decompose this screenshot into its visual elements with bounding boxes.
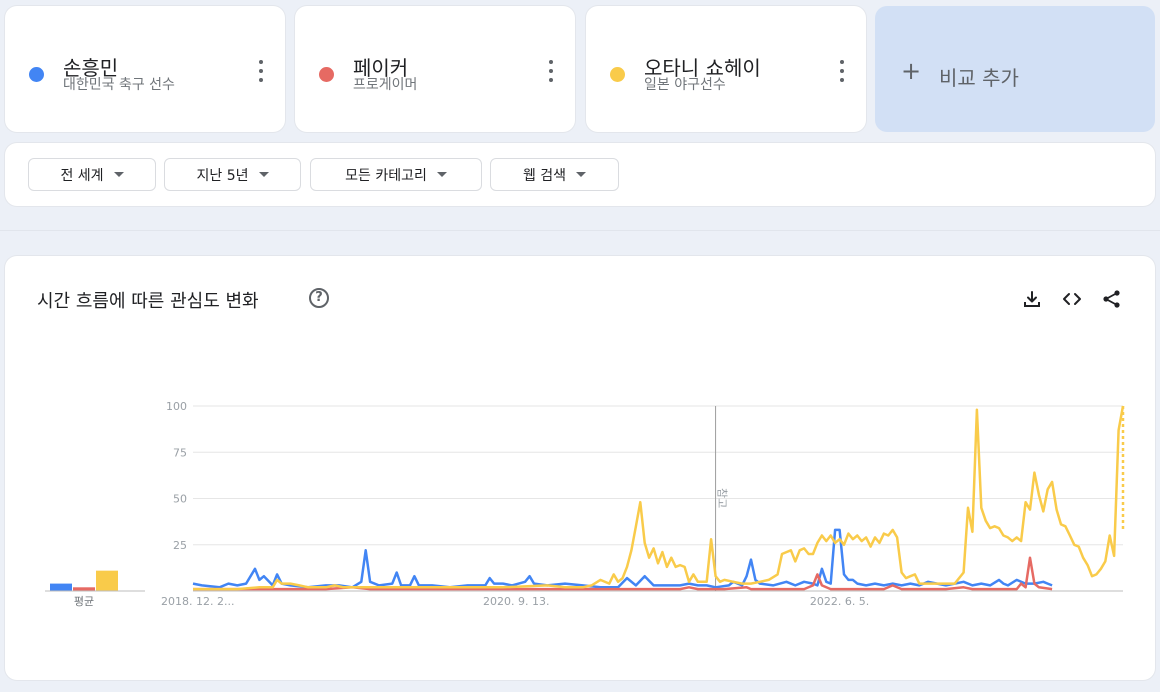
y-tick-label: 75 <box>173 446 187 459</box>
chart-gridlines <box>193 405 1123 592</box>
caret-down-icon <box>113 172 124 177</box>
x-tick-label: 2020. 9. 13. <box>483 595 549 608</box>
annotation-label[interactable]: 참고 <box>716 488 729 508</box>
caret-down-icon <box>576 172 587 177</box>
average-bar-1 <box>50 583 72 591</box>
average-bar-3 <box>96 570 118 591</box>
region-dropdown[interactable]: 전 세계 <box>28 158 156 191</box>
search-type-dropdown[interactable]: 웹 검색 <box>490 158 619 191</box>
help-icon[interactable]: ? <box>309 288 329 308</box>
more-vert-icon[interactable] <box>257 60 265 82</box>
interest-line-chart: 100 75 50 25 2018. 12. 2... 2020. 9. 13. 2022… <box>45 400 1125 608</box>
x-tick-label: 2018. 12. 2... <box>161 595 234 608</box>
add-compare-label: 비교 추가 <box>939 66 1019 90</box>
term-name: 오타니 쇼헤이 <box>644 56 761 80</box>
category-label: 모든 카테고리 <box>345 167 427 184</box>
term-subtitle: 대한민국 축구 선수 <box>63 77 175 93</box>
term-color-dot <box>319 67 334 82</box>
search-type-label: 웹 검색 <box>522 167 567 184</box>
y-tick-label: 100 <box>166 400 187 413</box>
x-axis-labels: 2018. 12. 2... 2020. 9. 13. 2022. 6. 5. <box>161 595 869 608</box>
period-dropdown[interactable]: 지난 5년 <box>164 158 301 191</box>
series-line-2 <box>193 556 1053 591</box>
term-name: 페이커 <box>353 56 409 80</box>
add-compare-button[interactable]: + 비교 추가 <box>875 6 1155 132</box>
region-label: 전 세계 <box>60 167 104 184</box>
term-subtitle: 프로게이머 <box>353 77 418 93</box>
y-tick-label: 25 <box>173 539 187 552</box>
caret-down-icon <box>258 172 269 177</box>
plus-icon: + <box>901 57 922 85</box>
share-icon[interactable] <box>1101 288 1123 310</box>
average-bar-2 <box>73 587 95 591</box>
term-name: 손흥민 <box>63 56 119 80</box>
y-axis-labels: 100 75 50 25 <box>166 400 187 552</box>
x-tick-label: 2022. 6. 5. <box>810 595 869 608</box>
term-color-dot <box>610 67 625 82</box>
series-line-3 <box>193 405 1125 591</box>
filter-bar: 전 세계 지난 5년 모든 카테고리 웹 검색 <box>5 143 1155 206</box>
caret-down-icon <box>436 172 447 177</box>
embed-code-icon[interactable] <box>1061 288 1083 310</box>
chart-annotation[interactable]: 참고 <box>715 406 729 591</box>
category-dropdown[interactable]: 모든 카테고리 <box>310 158 482 191</box>
term-card-3[interactable]: 오타니 쇼헤이 일본 야구선수 <box>586 6 866 132</box>
more-vert-icon[interactable] <box>547 60 555 82</box>
average-label: 평균 <box>74 595 94 608</box>
term-color-dot <box>29 67 44 82</box>
y-tick-label: 50 <box>173 493 187 506</box>
chart-series <box>192 405 1125 591</box>
average-bars: 평균 <box>45 570 145 608</box>
term-card-1[interactable]: 손흥민 대한민국 축구 선수 <box>5 6 285 132</box>
term-subtitle: 일본 야구선수 <box>644 77 726 93</box>
download-icon[interactable] <box>1021 288 1043 310</box>
section-divider <box>0 230 1160 231</box>
term-card-2[interactable]: 페이커 프로게이머 <box>295 6 575 132</box>
more-vert-icon[interactable] <box>838 60 846 82</box>
chart-title: 시간 흐름에 따른 관심도 변화 <box>37 291 259 312</box>
interest-over-time-card: 시간 흐름에 따른 관심도 변화 ? 100 75 50 25 2018. 12. 2… <box>5 256 1155 680</box>
period-label: 지난 5년 <box>196 167 249 184</box>
